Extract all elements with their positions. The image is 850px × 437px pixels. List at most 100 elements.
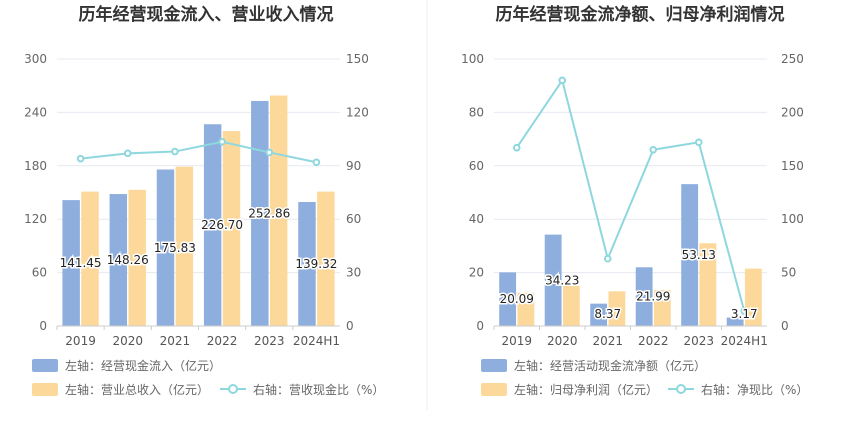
bar-secondary[interactable] bbox=[222, 131, 241, 326]
data-label: 139.32 bbox=[295, 257, 337, 271]
line-point[interactable] bbox=[265, 148, 274, 157]
line-point[interactable] bbox=[558, 76, 567, 85]
data-label: 175.83 bbox=[154, 241, 196, 255]
line-point[interactable] bbox=[218, 137, 226, 146]
x-tick-label: 2019 bbox=[501, 334, 532, 348]
bar-primary[interactable] bbox=[726, 317, 744, 326]
bar-secondary[interactable] bbox=[699, 243, 717, 326]
y-right-tick: 90 bbox=[346, 159, 361, 173]
bar-secondary[interactable] bbox=[317, 191, 335, 326]
bar-secondary[interactable] bbox=[517, 292, 535, 326]
legend-swatch-primary bbox=[32, 359, 58, 372]
line-point[interactable] bbox=[603, 254, 612, 263]
y-left-tick: 120 bbox=[24, 212, 47, 226]
line-point[interactable] bbox=[694, 138, 703, 147]
data-label: 53.13 bbox=[682, 248, 716, 262]
y-left-tick: 100 bbox=[461, 52, 484, 66]
bar-secondary[interactable] bbox=[81, 191, 99, 326]
y-left-tick: 240 bbox=[24, 105, 47, 119]
y-right-tick: 0 bbox=[781, 319, 789, 333]
bar-secondary[interactable] bbox=[744, 268, 762, 326]
bar-primary[interactable] bbox=[590, 303, 608, 326]
data-label: 34.23 bbox=[545, 273, 579, 287]
bar-primary[interactable] bbox=[251, 100, 269, 327]
line-point[interactable] bbox=[512, 143, 521, 152]
data-label: 141.45 bbox=[60, 256, 102, 270]
legend-swatch-secondary bbox=[32, 383, 58, 396]
x-tick-label: 2024H1 bbox=[721, 334, 768, 348]
bar-secondary[interactable] bbox=[562, 285, 580, 326]
ratio-line bbox=[512, 76, 749, 315]
bar-primary[interactable] bbox=[635, 267, 653, 326]
legend-item-primary[interactable]: 左轴：经营活动现金流净额（亿元） bbox=[481, 358, 706, 373]
y-right-tick: 30 bbox=[346, 266, 361, 280]
data-label: 20.09 bbox=[500, 292, 534, 306]
legend-label-primary: 左轴：经营活动现金流净额（亿元） bbox=[514, 358, 706, 373]
y-right-tick: 50 bbox=[781, 266, 796, 280]
y-left-tick: 300 bbox=[24, 52, 47, 66]
legend-item-line[interactable]: 右轴：净现比（%） bbox=[668, 382, 808, 397]
y-left-tick: 0 bbox=[39, 319, 47, 333]
legend-line-marker bbox=[228, 384, 238, 394]
legend-item-line[interactable]: 右轴：营收现金比（%） bbox=[220, 382, 384, 397]
data-label: 8.37 bbox=[594, 307, 621, 321]
bar-primary[interactable] bbox=[681, 184, 699, 326]
y-left-tick: 60 bbox=[32, 266, 47, 280]
y-right-tick: 150 bbox=[346, 52, 369, 66]
x-tick-label: 2020 bbox=[112, 334, 143, 348]
bar-secondary[interactable] bbox=[128, 189, 146, 326]
bar-secondary[interactable] bbox=[175, 166, 194, 326]
bar-secondary[interactable] bbox=[608, 291, 626, 326]
line-point[interactable] bbox=[312, 158, 321, 167]
ratio-line bbox=[76, 137, 321, 167]
legend-swatch-primary bbox=[481, 359, 507, 372]
line-point[interactable] bbox=[740, 307, 749, 315]
y-axis-left: 0 60 120 180 240 300 bbox=[24, 52, 47, 333]
bar-primary[interactable] bbox=[298, 202, 316, 326]
x-tick-label: 2023 bbox=[254, 334, 285, 348]
y-left-tick: 60 bbox=[469, 159, 484, 173]
bar-primary[interactable] bbox=[499, 272, 517, 326]
line-point[interactable] bbox=[171, 147, 179, 156]
bar-primary[interactable] bbox=[203, 124, 222, 326]
x-axis: 2019 2020 2021 2022 2023 2024H1 bbox=[493, 325, 768, 348]
line-point[interactable] bbox=[123, 149, 132, 158]
legend-item-secondary[interactable]: 左轴：营业总收入（亿元） bbox=[32, 382, 209, 397]
data-label: 3.17 bbox=[731, 307, 758, 321]
data-label: 21.99 bbox=[636, 290, 670, 304]
legend-item-secondary[interactable]: 左轴：归母净利润（亿元） bbox=[481, 382, 658, 397]
y-axis-right: 0 50 100 150 200 250 bbox=[781, 52, 804, 333]
x-tick-label: 2019 bbox=[65, 334, 96, 348]
bar-primary[interactable] bbox=[156, 169, 175, 326]
chart-title: 历年经营现金流入、营业收入情况 bbox=[79, 4, 334, 25]
y-left-tick: 180 bbox=[24, 159, 47, 173]
bar-primary[interactable] bbox=[544, 234, 562, 326]
y-axis-right: 0 30 60 90 120 150 bbox=[346, 52, 369, 333]
line-point[interactable] bbox=[649, 145, 658, 154]
y-right-tick: 100 bbox=[781, 212, 804, 226]
bars bbox=[499, 184, 762, 326]
legend-item-primary[interactable]: 左轴：经营现金流入（亿元） bbox=[32, 358, 221, 373]
y-left-tick: 40 bbox=[469, 212, 484, 226]
x-tick-label: 2022 bbox=[207, 334, 238, 348]
y-axis-left: 0 20 40 60 80 100 bbox=[461, 52, 484, 333]
bar-secondary[interactable] bbox=[653, 289, 671, 326]
y-right-tick: 0 bbox=[346, 319, 354, 333]
bars bbox=[62, 95, 335, 327]
y-right-tick: 120 bbox=[346, 105, 369, 119]
x-axis: 2019 2020 2021 2022 2023 2024H1 bbox=[56, 325, 340, 348]
y-right-tick: 60 bbox=[346, 212, 361, 226]
bar-primary[interactable] bbox=[62, 200, 80, 326]
y-left-tick: 0 bbox=[476, 319, 484, 333]
data-label: 226.70 bbox=[201, 218, 243, 232]
line-path bbox=[80, 140, 317, 164]
bar-primary[interactable] bbox=[109, 194, 128, 326]
legend-swatch-secondary bbox=[481, 383, 507, 396]
x-tick-label: 2022 bbox=[638, 334, 669, 348]
y-right-tick: 150 bbox=[781, 159, 804, 173]
x-tick-label: 2021 bbox=[160, 334, 191, 348]
chart-title: 历年经营现金流净额、归母净利润情况 bbox=[496, 4, 785, 25]
x-tick-label: 2020 bbox=[547, 334, 578, 348]
line-point[interactable] bbox=[76, 154, 85, 163]
x-tick-label: 2024H1 bbox=[293, 334, 340, 348]
